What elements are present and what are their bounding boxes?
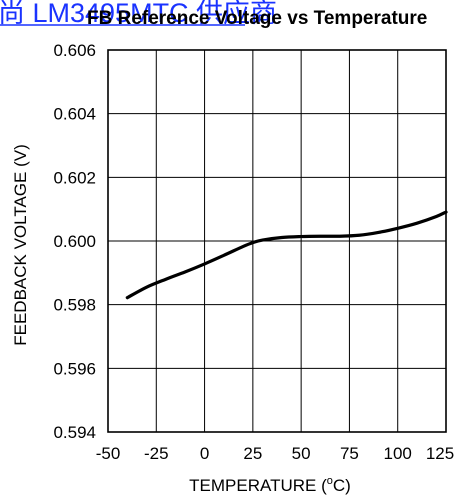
y-tick-label: 0.606 [53,41,96,60]
x-tick-label: 75 [340,444,359,463]
grid [107,49,447,433]
x-axis-label-suffix: C) [333,476,351,495]
x-tick-label: 50 [292,444,311,463]
x-axis-label: TEMPERATURE (oC) [189,475,351,495]
y-tick-label: 0.604 [53,105,96,124]
y-tick-label: 0.602 [53,168,96,187]
x-axis-label-sup: o [327,475,333,487]
x-tick-label: -50 [96,444,121,463]
plot-frame [107,49,447,433]
overlay-link[interactable]: 尚 LM3495MTC 供应商 [0,0,277,28]
x-axis-label-main: TEMPERATURE ( [189,476,327,495]
y-tick-label: 0.600 [53,232,96,251]
x-tick-label: -25 [144,444,169,463]
y-axis-label: FEEDBACK VOLTAGE (V) [11,144,30,346]
x-tick-label: 25 [243,444,262,463]
x-tick-label: 0 [200,444,209,463]
overlay-link-text[interactable]: 尚 LM3495MTC 供应商 [0,0,277,28]
y-tick-label: 0.596 [53,359,96,378]
series-group [125,210,448,300]
x-tick-label: 125 [426,444,454,463]
chart-title: FB Reference Voltage vs Temperature [87,8,427,29]
series-line-0 [125,210,448,300]
x-tick-labels: -50 -25 0 25 50 75 100 125 [96,444,454,463]
y-tick-labels: 0.594 0.596 0.598 0.600 0.602 0.604 0.606 [53,41,96,442]
x-tick-label: 100 [384,444,412,463]
y-tick-label: 0.594 [53,423,96,442]
y-tick-label: 0.598 [53,296,96,315]
